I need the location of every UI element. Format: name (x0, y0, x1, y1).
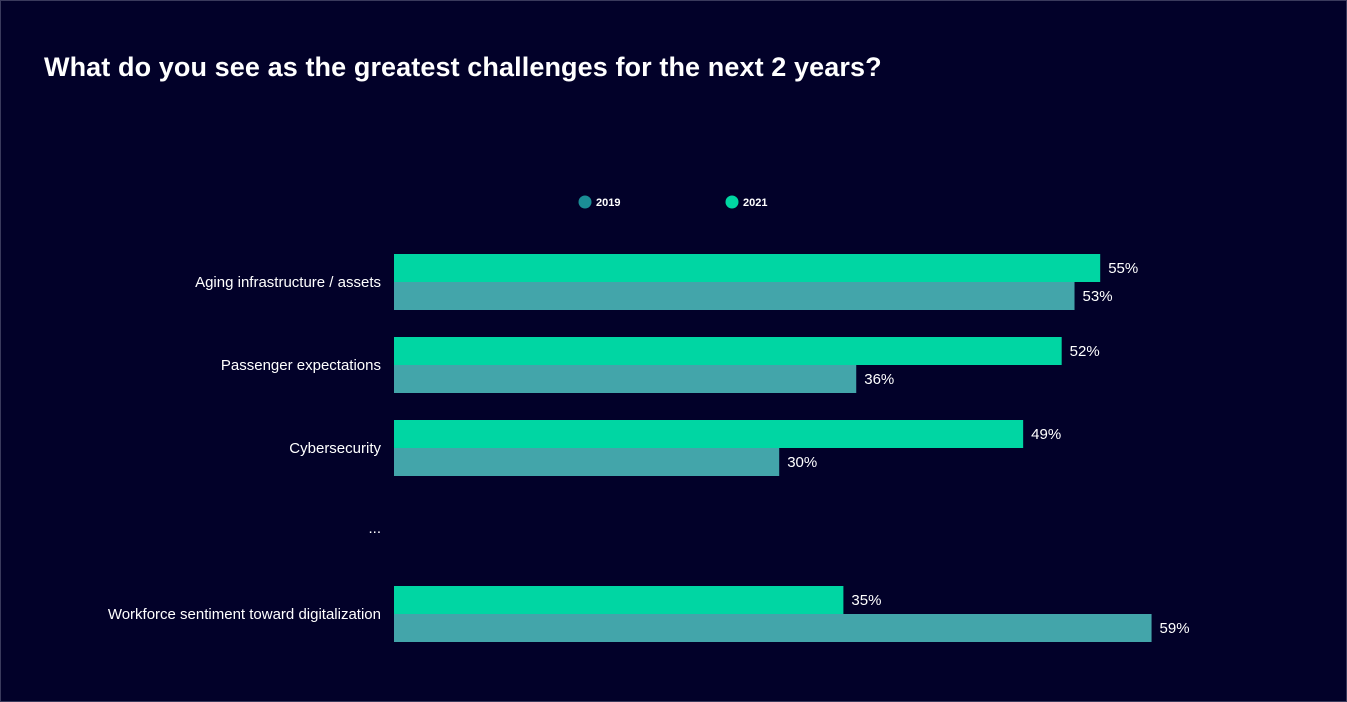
bar-2019 (394, 448, 780, 476)
bar-2021 (394, 586, 844, 614)
legend-marker-2021 (725, 195, 739, 209)
category-label: Passenger expectations (221, 357, 381, 374)
bar-2021 (394, 254, 1101, 282)
data-label-2019: 36% (864, 371, 894, 388)
bar-2021 (394, 420, 1024, 448)
legend-label-2019: 2019 (596, 197, 620, 209)
legend-label-2021: 2021 (743, 197, 767, 209)
legend-marker-2019 (578, 195, 592, 209)
bar-2019 (394, 365, 857, 393)
category-label: ... (368, 520, 381, 537)
chart-title: What do you see as the greatest challeng… (44, 52, 882, 82)
data-label-2019: 30% (787, 454, 817, 471)
data-label-2019: 59% (1160, 620, 1190, 637)
data-label-2021: 35% (851, 592, 881, 609)
bar-2019 (394, 282, 1075, 310)
bar-2019 (394, 614, 1152, 642)
bar-2021 (394, 337, 1062, 365)
data-label-2021: 49% (1031, 426, 1061, 443)
data-label-2019: 53% (1083, 288, 1113, 305)
data-label-2021: 52% (1070, 343, 1100, 360)
category-label: Workforce sentiment toward digitalizatio… (108, 606, 381, 623)
category-label: Aging infrastructure / assets (195, 274, 381, 291)
data-label-2021: 55% (1108, 260, 1138, 277)
category-label: Cybersecurity (289, 440, 381, 457)
